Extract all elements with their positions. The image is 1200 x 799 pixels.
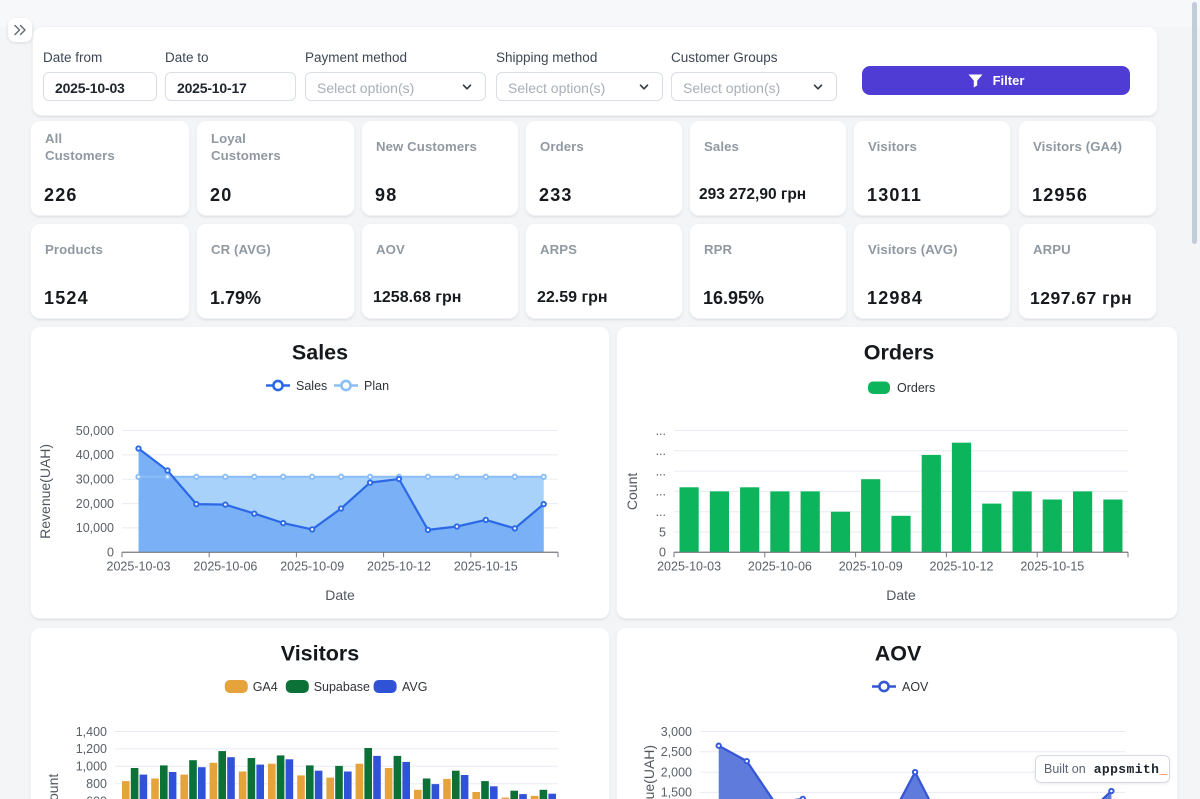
svg-text:Orders: Orders bbox=[864, 341, 935, 365]
svg-text:Date: Date bbox=[886, 587, 916, 603]
svg-text:20,000: 20,000 bbox=[76, 497, 114, 511]
svg-text:...: ... bbox=[656, 485, 666, 499]
svg-text:Revenue(UAH): Revenue(UAH) bbox=[641, 745, 657, 799]
svg-text:2,500: 2,500 bbox=[661, 745, 692, 759]
svg-text:Date: Date bbox=[325, 587, 355, 603]
svg-text:0: 0 bbox=[659, 546, 666, 560]
svg-text:2025-10-03: 2025-10-03 bbox=[657, 560, 721, 574]
svg-text:Revenue(UAH): Revenue(UAH) bbox=[37, 444, 53, 539]
svg-text:Sales: Sales bbox=[296, 379, 327, 393]
svg-text:2,000: 2,000 bbox=[661, 765, 692, 779]
svg-text:600: 600 bbox=[86, 794, 107, 799]
svg-text:50,000: 50,000 bbox=[76, 424, 114, 438]
svg-text:800: 800 bbox=[86, 777, 107, 791]
svg-text:...: ... bbox=[656, 444, 666, 458]
svg-text:2025-10-15: 2025-10-15 bbox=[1020, 560, 1084, 574]
svg-text:Count: Count bbox=[624, 473, 640, 510]
svg-text:1,000: 1,000 bbox=[76, 760, 107, 774]
svg-text:AOV: AOV bbox=[902, 680, 929, 694]
svg-text:1,200: 1,200 bbox=[76, 742, 107, 756]
svg-text:1,400: 1,400 bbox=[76, 725, 107, 739]
svg-text:5: 5 bbox=[659, 525, 666, 539]
svg-text:Sales: Sales bbox=[292, 341, 348, 365]
svg-text:2025-10-12: 2025-10-12 bbox=[367, 560, 431, 574]
svg-text:10,000: 10,000 bbox=[76, 521, 114, 535]
svg-text:...: ... bbox=[656, 505, 666, 519]
svg-text:Plan: Plan bbox=[364, 379, 389, 393]
svg-text:2025-10-06: 2025-10-06 bbox=[748, 560, 812, 574]
svg-text:2025-10-12: 2025-10-12 bbox=[930, 560, 994, 574]
svg-text:30,000: 30,000 bbox=[76, 473, 114, 487]
svg-text:Orders: Orders bbox=[897, 381, 935, 395]
svg-text:3,000: 3,000 bbox=[661, 725, 692, 739]
svg-text:...: ... bbox=[656, 464, 666, 478]
svg-text:AVG: AVG bbox=[402, 680, 427, 694]
svg-text:2025-10-06: 2025-10-06 bbox=[193, 560, 257, 574]
svg-text:...: ... bbox=[656, 424, 666, 438]
svg-text:AOV: AOV bbox=[875, 642, 922, 666]
svg-text:GA4: GA4 bbox=[253, 680, 278, 694]
svg-text:1,500: 1,500 bbox=[661, 786, 692, 799]
svg-text:2025-10-03: 2025-10-03 bbox=[107, 560, 171, 574]
svg-text:Visitors: Visitors bbox=[281, 642, 360, 666]
svg-text:40,000: 40,000 bbox=[76, 448, 114, 462]
svg-text:Count: Count bbox=[45, 774, 61, 799]
svg-text:2025-10-15: 2025-10-15 bbox=[454, 560, 518, 574]
svg-text:2025-10-09: 2025-10-09 bbox=[839, 560, 903, 574]
svg-text:0: 0 bbox=[107, 546, 114, 560]
svg-text:2025-10-09: 2025-10-09 bbox=[280, 560, 344, 574]
svg-text:Supabase: Supabase bbox=[314, 680, 370, 694]
